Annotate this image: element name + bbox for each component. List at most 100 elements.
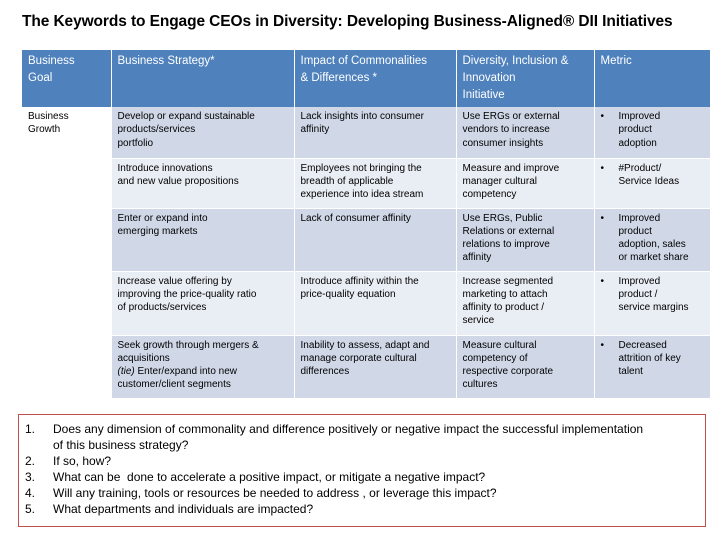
metric-bullet-item: • Improved product adoption, sales or ma…	[601, 212, 705, 265]
cell-line: adoption	[618, 137, 657, 149]
cell-line: and new value propositions	[117, 175, 239, 187]
initiative-cell: Use ERGs or external vendors to increase…	[456, 107, 595, 159]
question-text: What can be done to accelerate a positiv…	[53, 469, 697, 485]
cell-line: improving the price-quality ratio	[117, 288, 257, 300]
header-line: Metric	[600, 55, 632, 67]
cell-line: (tie) Enter/expand into new	[118, 365, 288, 378]
impact-cell: Introduce affinity within the price-qual…	[294, 271, 457, 336]
metric-bullet-item: • Decreased attrition of key talent	[601, 339, 705, 379]
cell-line: portfolio	[117, 137, 154, 149]
cell-line: service margins	[618, 302, 689, 314]
cell-line: product	[618, 225, 652, 237]
question-line: What can be done to accelerate a positiv…	[53, 470, 486, 484]
cell-line: or market share	[618, 252, 689, 264]
header-business-goal: Business Goal	[22, 50, 112, 107]
metric-cell: • Decreased attrition of key talent	[594, 335, 710, 399]
header-business-strategy: Business Strategy*	[111, 50, 295, 107]
cell-line: affinity to product /	[462, 302, 545, 314]
cell-line: adoption, sales	[618, 239, 686, 251]
questions-box: 1. Does any dimension of commonality and…	[18, 414, 706, 527]
header-line: Impact of Commonalities	[300, 55, 428, 67]
cell-line: marketing to attach	[462, 288, 548, 300]
strategy-cell: Enter or expand into emerging markets	[111, 208, 295, 272]
question-text: Will any training, tools or resources be…	[53, 485, 697, 501]
metric-cell: • Improved product / service margins	[594, 271, 710, 336]
questions-list: 1. Does any dimension of commonality and…	[25, 421, 697, 517]
question-line: What departments and individuals are imp…	[53, 502, 314, 516]
cell-line: Measure and improve	[462, 162, 560, 174]
impact-cell: Employees not bringing the breadth of ap…	[294, 158, 457, 209]
cell-line: Employees not bringing the	[300, 162, 422, 174]
table-row: Seek growth through mergers & acquisitio…	[22, 335, 710, 399]
cell-line: Improved	[618, 212, 661, 224]
question-number: 5.	[25, 502, 36, 516]
header-line: Initiative	[462, 89, 505, 101]
business-goal-cell: Business Growth	[22, 107, 112, 399]
cell-text: Enter/expand into new	[134, 366, 238, 378]
cell-line: of products/services	[117, 302, 207, 314]
strategy-cell: Seek growth through mergers & acquisitio…	[111, 335, 295, 399]
metric-bullet-item: • Improved product adoption	[601, 110, 705, 150]
cell-line: Increase value offering by	[117, 275, 232, 287]
cell-line: talent	[618, 366, 643, 378]
question-number: 1.	[25, 422, 36, 436]
cell-line: affinity	[462, 252, 492, 264]
cell-line: #Product/	[618, 162, 662, 174]
impact-cell: Lack of consumer affinity	[294, 208, 457, 272]
cell-line: vendors to increase	[462, 124, 550, 136]
question-item: 5. What departments and individuals are …	[25, 501, 697, 517]
cell-line: price-quality equation	[300, 288, 396, 300]
metric-cell: • #Product/ Service Ideas	[594, 158, 710, 209]
cell-line: Lack insights into consumer	[300, 111, 424, 122]
cell-line: Introduce affinity within the	[300, 275, 419, 287]
table-row: Increase value offering by improving the…	[22, 271, 710, 336]
bullet-icon: •	[600, 162, 605, 174]
cell-line: product /	[618, 288, 658, 300]
bullet-icon: •	[600, 339, 605, 351]
cell-line: competency of	[462, 352, 528, 364]
question-number: 4.	[25, 486, 36, 500]
table-header-row: Business Goal Business Strategy* Impact …	[22, 50, 710, 107]
cell-line: manage corporate cultural	[300, 352, 417, 364]
goal-line: Business	[28, 111, 69, 122]
metric-text: Improved product adoption	[619, 110, 705, 150]
header-line: Goal	[28, 72, 53, 84]
tie-note: (tie)	[117, 366, 135, 378]
cell-line: Use ERGs or external	[462, 111, 560, 122]
question-item: 2. If so, how?	[25, 453, 697, 469]
cell-line: Enter or expand into	[117, 212, 208, 224]
cell-line: customer/client segments	[117, 379, 231, 391]
strategy-cell: Introduce innovations and new value prop…	[111, 158, 295, 209]
question-number: 2.	[25, 454, 36, 468]
header-line: Diversity, Inclusion &	[462, 55, 569, 67]
cell-line: Use ERGs, Public	[462, 212, 543, 224]
cell-line: attrition of key	[618, 352, 681, 364]
cell-line: manager cultural	[462, 175, 537, 187]
cell-line: Inability to assess, adapt and	[300, 339, 430, 351]
question-line: Does any dimension of commonality and di…	[53, 422, 644, 436]
header-line: & Differences *	[300, 72, 378, 84]
table-row: Introduce innovations and new value prop…	[22, 158, 710, 209]
metric-cell: • Improved product adoption	[594, 107, 710, 159]
page-title: The Keywords to Engage CEOs in Diversity…	[22, 13, 673, 30]
metric-text: Improved product / service margins	[619, 275, 705, 315]
cell-line: Relations or external	[462, 225, 555, 237]
question-text: If so, how?	[53, 453, 697, 469]
cell-line: acquisitions	[117, 352, 170, 364]
cell-line: service	[462, 315, 495, 327]
header-impact: Impact of Commonalities & Differences *	[294, 50, 457, 107]
metric-text: Improved product adoption, sales or mark…	[619, 212, 705, 265]
cell-line: affinity	[300, 124, 330, 136]
metric-bullet-item: • #Product/ Service Ideas	[601, 162, 705, 189]
cell-line: Measure cultural	[462, 339, 537, 351]
cell-line: Improved	[618, 111, 661, 122]
cell-line: Develop or expand sustainable	[117, 111, 255, 122]
cell-line: Lack of consumer affinity	[300, 212, 411, 224]
initiative-cell: Measure and improve manager cultural com…	[456, 158, 595, 209]
strategy-cell: Develop or expand sustainable products/s…	[111, 107, 295, 159]
initiative-cell: Measure cultural competency of respectiv…	[456, 335, 595, 399]
impact-cell: Inability to assess, adapt and manage co…	[294, 335, 457, 399]
question-line: Will any training, tools or resources be…	[53, 486, 497, 500]
question-item: 1. Does any dimension of commonality and…	[25, 421, 697, 453]
header-line: Innovation	[462, 72, 516, 84]
